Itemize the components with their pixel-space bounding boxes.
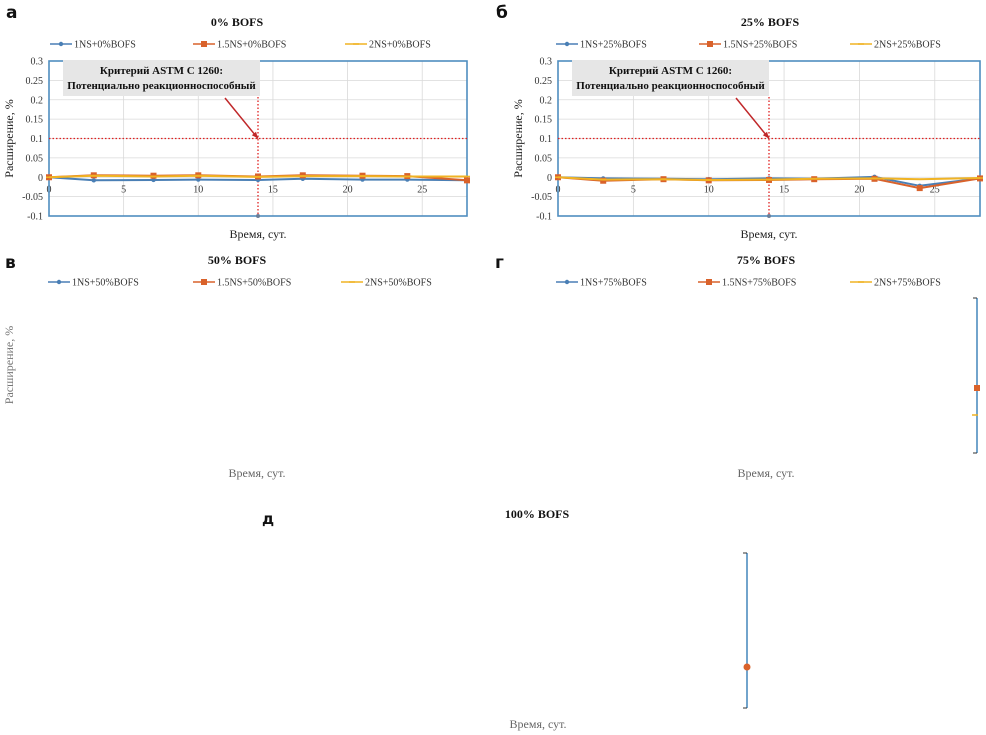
y-tick-label: 0.05 (26, 153, 44, 164)
annotation-line2: Потенциально реакционноспособный (576, 80, 765, 92)
panel-letter-d: д (262, 510, 275, 528)
y-tick-label: 0.3 (31, 57, 44, 68)
panel-letter-v: в (5, 253, 16, 273)
annotation-line1: Критерий ASTM C 1260: (609, 65, 732, 77)
annotation-box (63, 60, 260, 96)
y-tick-label: 0.2 (540, 95, 553, 106)
arrow-line (735, 97, 770, 139)
data-point (916, 185, 923, 192)
legend-marker (564, 41, 570, 47)
legend-marker (201, 41, 207, 47)
x-tick-label: 10 (704, 184, 714, 195)
legend-label: 2NS+75%BOFS (874, 278, 941, 289)
x-axis-label: Время, сут. (229, 466, 286, 480)
annotation-box (572, 60, 769, 96)
arrow-head-icon (251, 131, 258, 139)
chart-title: 75% BOFS (737, 253, 796, 267)
chart-25pct-bofs: 25% BOFS 1NS+25%BOFS 1.5NS+25%BOFS 2NS+25%B… (511, 15, 983, 241)
y-tick-label: -0.1 (536, 212, 552, 223)
legend-marker (56, 279, 62, 285)
y-tick-label: 0.25 (535, 76, 553, 87)
y-tick-label: 0.2 (31, 95, 44, 106)
legend-marker (201, 279, 207, 285)
y-tick-label: -0.05 (531, 192, 552, 203)
annotation-line2: Потенциально реакционноспособный (67, 80, 256, 92)
x-tick-label: 25 (417, 184, 427, 195)
x-axis-label: Время, сут. (510, 717, 567, 731)
legend-marker (564, 279, 570, 285)
y-axis-label: Расширение, % (2, 99, 16, 177)
data-point (743, 663, 751, 671)
chart-50pct-bofs: 50% BOFS 1NS+50%BOFS 1.5NS+50%BOFS 2NS+50%B… (2, 253, 432, 480)
x-tick-label: 15 (268, 184, 278, 195)
y-tick-label: 0.1 (540, 134, 553, 145)
y-tick-label: 0.05 (535, 153, 553, 164)
chart-0pct-bofs: 0% BOFS 1NS+0%BOFS 1.5NS+0%BOFS 2NS+0%BOFS -… (2, 15, 470, 241)
panel-letter-a: а (6, 3, 18, 23)
chart-title: 0% BOFS (211, 15, 264, 29)
x-tick-label: 10 (193, 184, 203, 195)
arrow-head-icon (762, 131, 769, 139)
data-point (91, 178, 96, 183)
data-point (600, 177, 607, 184)
legend-marker (707, 41, 713, 47)
y-tick-label: -0.1 (27, 212, 43, 223)
legend-label: 1.5NS+75%BOFS (722, 278, 796, 289)
annotation-line1: Критерий ASTM C 1260: (100, 65, 223, 77)
x-tick-label: 20 (854, 184, 864, 195)
panel-letter-g: г (495, 253, 504, 273)
x-axis-label: Время, сут. (230, 227, 287, 241)
legend-label: 1.5NS+25%BOFS (723, 40, 797, 51)
chart-75pct-bofs: 75% BOFS 1NS+75%BOFS 1.5NS+75%BOFS 2NS+75%B… (556, 253, 980, 480)
x-tick-label: 15 (779, 184, 789, 195)
x-tick-label: 5 (631, 184, 636, 195)
x-axis-label: Время, сут. (741, 227, 798, 241)
chart-title: 100% BOFS (505, 507, 570, 521)
y-tick-label: -0.05 (22, 192, 43, 203)
y-axis-label: Расширение, % (2, 326, 16, 404)
y-axis-label: Расширение, % (511, 99, 525, 177)
legend-label: 1NS+25%BOFS (580, 40, 647, 51)
data-point (464, 177, 470, 184)
x-tick-label: 5 (121, 184, 126, 195)
legend-label: 1.5NS+0%BOFS (217, 40, 286, 51)
y-tick-label: 0 (38, 173, 43, 184)
arrow-line (224, 97, 259, 139)
legend-label: 2NS+25%BOFS (874, 40, 941, 51)
y-tick-label: 0.25 (26, 76, 44, 87)
chart-100pct-bofs: 100% BOFS Время, сут. (505, 507, 751, 731)
axis-marker (256, 214, 260, 218)
data-point (196, 177, 201, 182)
chart-title: 25% BOFS (741, 15, 800, 29)
y-tick-label: 0.3 (540, 57, 553, 68)
y-tick-label: 0.15 (535, 115, 553, 126)
legend-label: 1.5NS+50%BOFS (217, 278, 291, 289)
panel-letter-b: б (496, 3, 508, 23)
legend-label: 1NS+75%BOFS (580, 278, 647, 289)
legend-label: 2NS+0%BOFS (369, 40, 431, 51)
chart-title: 50% BOFS (208, 253, 267, 267)
legend-label: 2NS+50%BOFS (365, 278, 432, 289)
legend-marker (58, 41, 64, 47)
y-tick-label: 0 (547, 173, 552, 184)
x-axis-label: Время, сут. (738, 466, 795, 480)
legend-label: 1NS+0%BOFS (74, 40, 136, 51)
y-tick-label: 0.1 (31, 134, 44, 145)
data-point (151, 177, 156, 183)
axis-marker (767, 214, 771, 218)
x-tick-label: 20 (343, 184, 353, 195)
y-tick-label: 0.15 (26, 115, 44, 126)
legend-label: 1NS+50%BOFS (72, 278, 139, 289)
legend-marker (706, 279, 712, 285)
data-point (974, 385, 980, 391)
x-tick-label: 25 (930, 184, 940, 195)
